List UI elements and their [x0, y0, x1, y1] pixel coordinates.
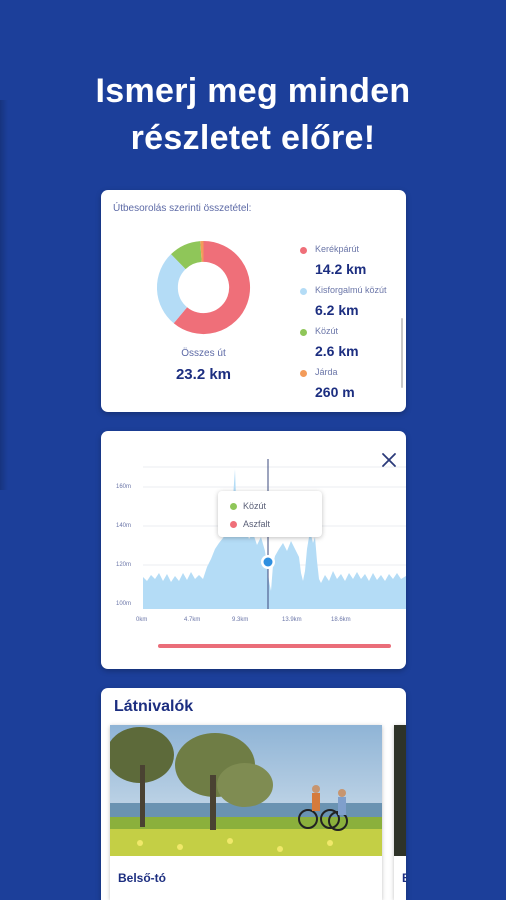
- sights-title: Látnivalók: [114, 698, 194, 715]
- legend-dot: [300, 288, 307, 295]
- legend-name: Kerékpárút: [315, 244, 360, 254]
- legend-name: Járda: [315, 367, 338, 377]
- tooltip-item: Aszfalt: [230, 519, 270, 529]
- elevation-chart[interactable]: [101, 431, 406, 669]
- tooltip-dot: [230, 503, 237, 511]
- sight-photo: [394, 725, 406, 856]
- sights-card: Látnivalók: [101, 688, 406, 900]
- composition-title: Útbesorolás szerinti összetétel:: [113, 203, 252, 214]
- tooltip-dot: [230, 521, 237, 529]
- tooltip-label: Közút: [243, 501, 267, 511]
- edge-shadow: [0, 100, 8, 490]
- composition-card: Útbesorolás szerinti összetétel: Összes …: [101, 190, 406, 412]
- y-tick-label: 140m: [116, 523, 132, 529]
- y-tick-label: 100m: [116, 601, 132, 607]
- x-tick-label: 9.3km: [232, 617, 249, 623]
- legend-value: 14.2 km: [315, 261, 367, 277]
- legend-dot: [300, 370, 307, 377]
- y-tick-label: 160m: [116, 484, 132, 490]
- legend-scrollbar[interactable]: [401, 318, 403, 388]
- total-label: Összes út: [181, 348, 226, 359]
- legend-value: 6.2 km: [315, 302, 359, 318]
- total-value: 23.2 km: [175, 366, 232, 383]
- position-marker: [263, 557, 273, 567]
- legend-value: 2.6 km: [315, 343, 359, 359]
- legend-value: 260 m: [315, 384, 355, 400]
- elevation-tooltip: Közút Aszfalt: [218, 491, 322, 537]
- x-tick-label: 13.9km: [282, 617, 302, 623]
- sight-photo: [110, 725, 382, 856]
- legend-dot: [300, 247, 307, 254]
- donut-slice: [156, 254, 188, 324]
- sight-card[interactable]: B: [394, 725, 406, 900]
- donut-slice: [173, 240, 250, 335]
- x-tick-label: 0km: [136, 617, 148, 623]
- headline: Ismerj meg minden részletet előre!: [0, 68, 506, 162]
- elevation-card: 160m 140m 120m 100m 0km 4.7km 9.3km 13.9…: [101, 431, 406, 669]
- headline-line-2: részletet előre!: [130, 119, 376, 157]
- route-surface-bar: [158, 644, 391, 648]
- legend-name: Kisforgalmú közút: [315, 285, 387, 295]
- close-icon[interactable]: [380, 451, 398, 469]
- sight-name: B: [402, 871, 406, 885]
- tooltip-item: Közút: [230, 501, 266, 511]
- elevation-area: [143, 469, 406, 609]
- sight-card[interactable]: Belső-tó: [110, 725, 382, 900]
- x-tick-label: 4.7km: [184, 617, 201, 623]
- y-tick-label: 120m: [116, 562, 132, 568]
- donut-chart: [156, 240, 250, 335]
- legend-dot: [300, 329, 307, 336]
- headline-line-1: Ismerj meg minden: [95, 72, 411, 110]
- donut-slice: [171, 241, 203, 270]
- x-tick-label: 18.6km: [331, 617, 351, 623]
- legend-name: Közút: [315, 326, 339, 336]
- tooltip-label: Aszfalt: [243, 519, 271, 529]
- sight-name: Belső-tó: [118, 871, 166, 885]
